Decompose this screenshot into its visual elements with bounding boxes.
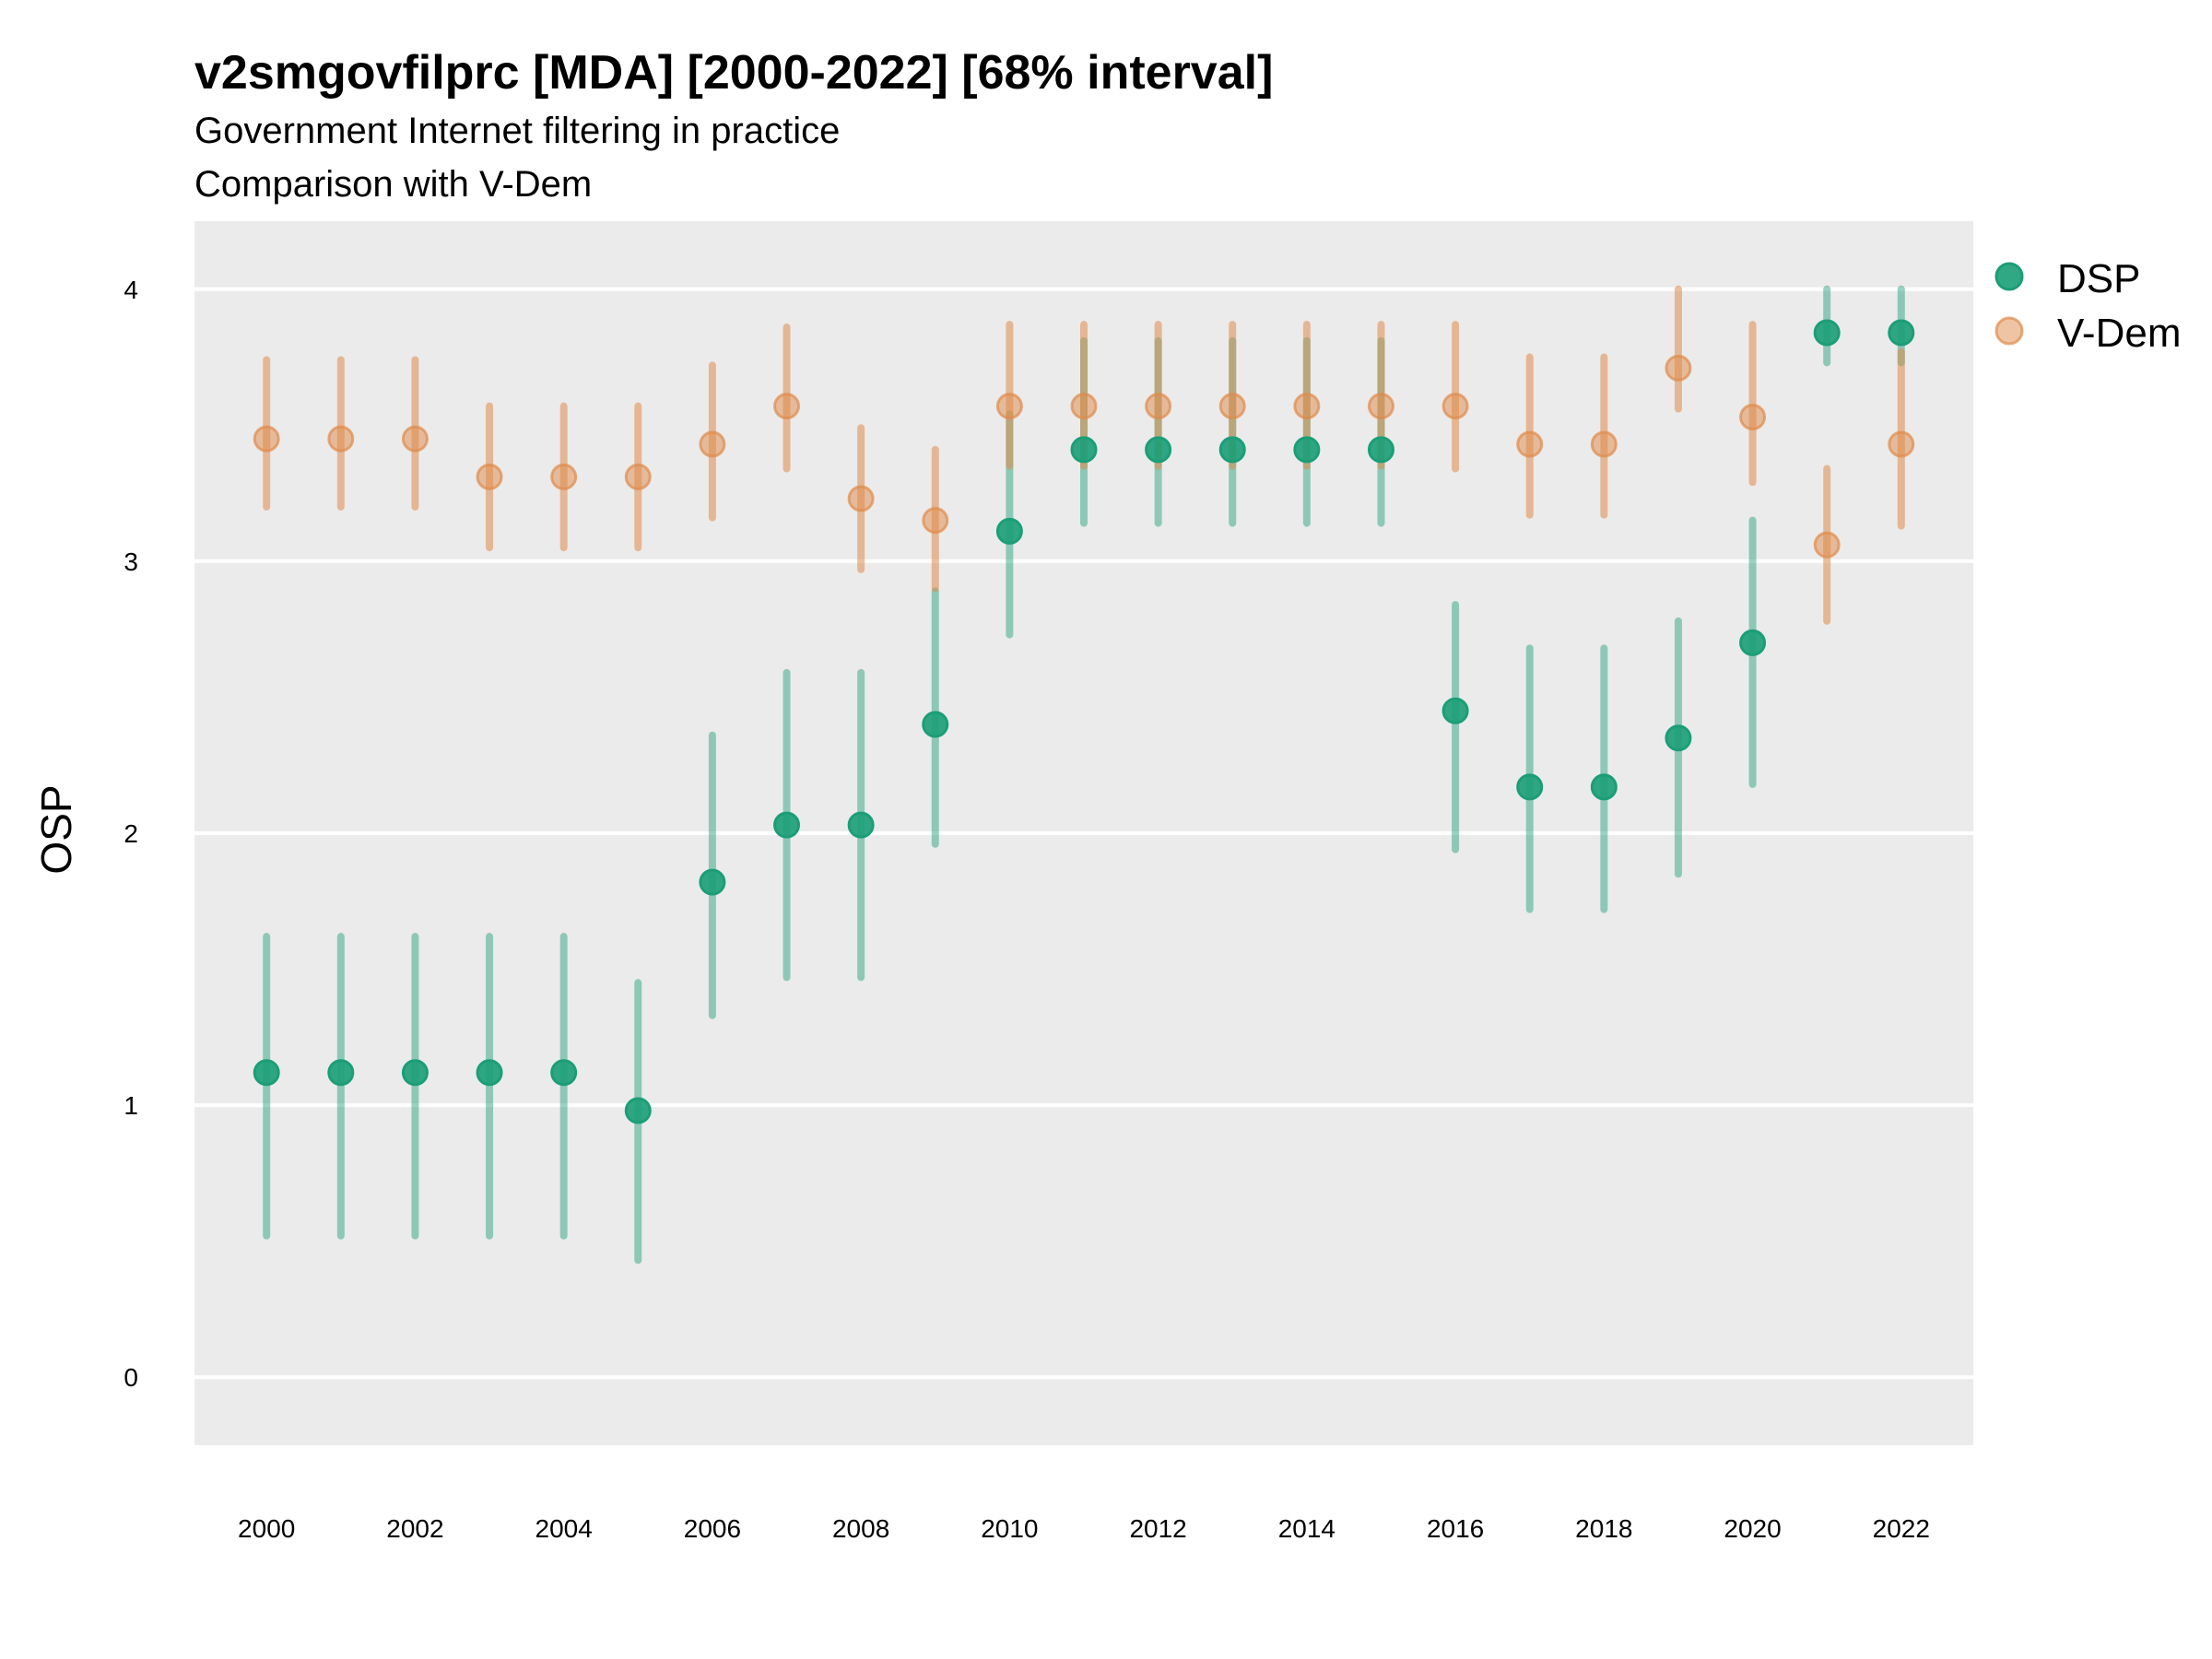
point-dsp-2021 (1813, 319, 1841, 347)
point-vdem-2014 (1293, 393, 1321, 420)
y-tick-label: 2 (124, 819, 138, 848)
point-vdem-2005 (624, 463, 652, 490)
point-vdem-2010 (995, 393, 1023, 420)
point-vdem-2001 (327, 425, 355, 453)
point-vdem-2021 (1813, 531, 1841, 559)
point-dsp-2013 (1218, 436, 1246, 464)
point-vdem-2008 (847, 485, 875, 512)
point-dsp-2002 (401, 1059, 429, 1087)
point-vdem-2015 (1367, 393, 1394, 420)
chart-title: v2smgovfilprc [MDA] [2000-2022] [68% int… (194, 46, 1273, 100)
y-tick-label: 1 (124, 1091, 138, 1120)
point-vdem-2020 (1739, 403, 1767, 430)
legend-item-dsp: DSP (1994, 256, 2140, 301)
point-dsp-2012 (1145, 436, 1172, 464)
point-dsp-2007 (773, 811, 801, 839)
point-dsp-2016 (1441, 697, 1469, 724)
point-vdem-2011 (1070, 393, 1098, 420)
x-tick-label: 2008 (832, 1514, 889, 1543)
point-dsp-2004 (550, 1059, 578, 1087)
y-tick-label: 4 (124, 276, 138, 304)
chart-subtitle: Government Internet filtering in practic… (194, 111, 840, 151)
x-tick-label: 2006 (684, 1514, 741, 1543)
legend-swatch-vdem (1994, 316, 2024, 346)
y-tick-label: 3 (124, 547, 138, 576)
x-tick-label: 2020 (1724, 1514, 1781, 1543)
x-tick-label: 2016 (1427, 1514, 1484, 1543)
point-dsp-2000 (253, 1059, 280, 1087)
point-dsp-2015 (1367, 436, 1394, 464)
points (253, 319, 1915, 1124)
point-dsp-2005 (624, 1097, 652, 1124)
x-tick-label: 2014 (1278, 1514, 1335, 1543)
point-dsp-2009 (922, 711, 949, 738)
point-vdem-2019 (1665, 354, 1692, 382)
legend-swatch-dsp (1994, 262, 2024, 291)
x-axis-ticks: 2000 2002 2004 2006 2008 2010 2012 2014 2016 2018… (238, 1514, 1930, 1543)
point-dsp-2003 (476, 1059, 503, 1087)
point-dsp-2018 (1590, 773, 1618, 801)
point-dsp-2001 (327, 1059, 355, 1087)
point-vdem-2000 (253, 425, 280, 453)
point-vdem-2009 (922, 507, 949, 535)
point-vdem-2003 (476, 463, 503, 490)
point-vdem-2016 (1441, 393, 1469, 420)
point-dsp-2014 (1293, 436, 1321, 464)
x-tick-label: 2002 (386, 1514, 443, 1543)
x-tick-label: 2022 (1873, 1514, 1930, 1543)
x-tick-label: 2000 (238, 1514, 295, 1543)
point-vdem-2007 (773, 393, 801, 420)
point-dsp-2006 (699, 868, 726, 896)
legend-label-vdem: V-Dem (2057, 311, 2181, 356)
y-axis-title: OSP (32, 784, 80, 874)
chart-caption-line: Comparison with V-Dem (194, 164, 592, 205)
point-dsp-2019 (1665, 724, 1692, 752)
gridlines (194, 287, 1973, 1380)
x-tick-label: 2018 (1575, 1514, 1632, 1543)
point-dsp-2017 (1516, 773, 1544, 801)
point-dsp-2020 (1739, 629, 1767, 656)
point-vdem-2002 (401, 425, 429, 453)
point-vdem-2013 (1218, 393, 1246, 420)
point-vdem-2017 (1516, 430, 1544, 458)
y-tick-label: 0 (124, 1363, 138, 1392)
x-tick-label: 2004 (535, 1514, 593, 1543)
point-vdem-2012 (1145, 393, 1172, 420)
legend: DSP V-Dem (1994, 256, 2181, 356)
point-vdem-2018 (1590, 430, 1618, 458)
point-vdem-2006 (699, 430, 726, 458)
point-dsp-2022 (1888, 319, 1915, 347)
point-vdem-2022 (1888, 430, 1915, 458)
y-axis-ticks: 0 1 2 3 4 (124, 276, 138, 1392)
point-vdem-2004 (550, 463, 578, 490)
x-tick-label: 2010 (981, 1514, 1038, 1543)
point-dsp-2008 (847, 811, 875, 839)
legend-label-dsp: DSP (2057, 256, 2140, 301)
legend-item-vdem: V-Dem (1994, 311, 2181, 356)
data-marks (253, 285, 1915, 1265)
point-dsp-2011 (1070, 436, 1098, 464)
x-tick-label: 2012 (1129, 1514, 1186, 1543)
point-dsp-2010 (995, 517, 1023, 545)
